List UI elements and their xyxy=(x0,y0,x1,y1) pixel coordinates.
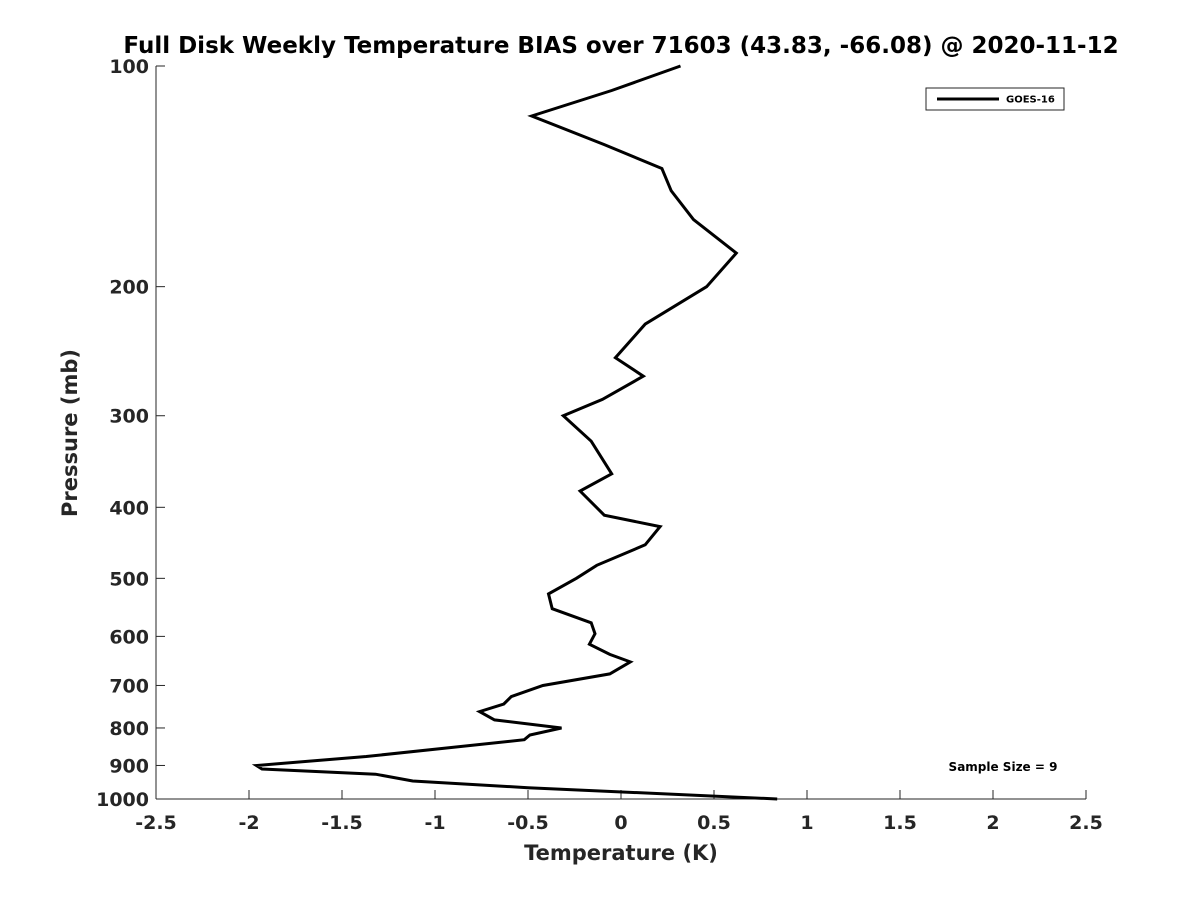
x-axis-label: Temperature (K) xyxy=(524,841,718,865)
plot-axes xyxy=(155,66,1086,800)
y-tick-label: 700 xyxy=(109,675,149,697)
sample-size-annotation: Sample Size = 9 xyxy=(949,760,1058,774)
y-tick-label: 500 xyxy=(109,568,149,590)
x-tick-label: -1.5 xyxy=(321,812,363,834)
y-tick-label: 400 xyxy=(109,497,149,519)
y-tick-label: 200 xyxy=(109,277,149,299)
x-tick-label: 2 xyxy=(986,812,999,834)
x-tick-label: -1 xyxy=(424,812,445,834)
x-tick-label: 1.5 xyxy=(883,812,917,834)
legend-entry-goes-16: GOES-16 xyxy=(1006,95,1055,106)
legend: GOES-16 xyxy=(925,87,1065,111)
y-tick-label: 900 xyxy=(109,755,149,777)
y-tick-label: 800 xyxy=(109,718,149,740)
x-tick-label: 2.5 xyxy=(1069,812,1103,834)
x-tick-label: -2 xyxy=(238,812,259,834)
series-layer xyxy=(251,64,778,801)
y-tick-label: 300 xyxy=(109,406,149,428)
y-axis-label: Pressure (mb) xyxy=(58,349,82,517)
x-tick-label: -2.5 xyxy=(135,812,177,834)
series-line-goes-16 xyxy=(251,64,778,801)
x-tick-label: -0.5 xyxy=(507,812,549,834)
x-axis-ticks: -2.5 -2 -1.5 -1 -0.5 0 0.5 1 1.5 2 2.5 xyxy=(135,790,1103,834)
y-tick-label: 600 xyxy=(109,626,149,648)
y-tick-label: 1000 xyxy=(96,789,149,811)
y-axis-ticks: 100 200 300 400 500 600 700 800 900 1000 xyxy=(96,56,165,811)
y-tick-label: 100 xyxy=(109,56,149,78)
chart-title: Full Disk Weekly Temperature BIAS over 7… xyxy=(123,33,1118,59)
x-tick-label: 1 xyxy=(800,812,813,834)
x-tick-label: 0 xyxy=(614,812,627,834)
x-tick-label: 0.5 xyxy=(697,812,731,834)
